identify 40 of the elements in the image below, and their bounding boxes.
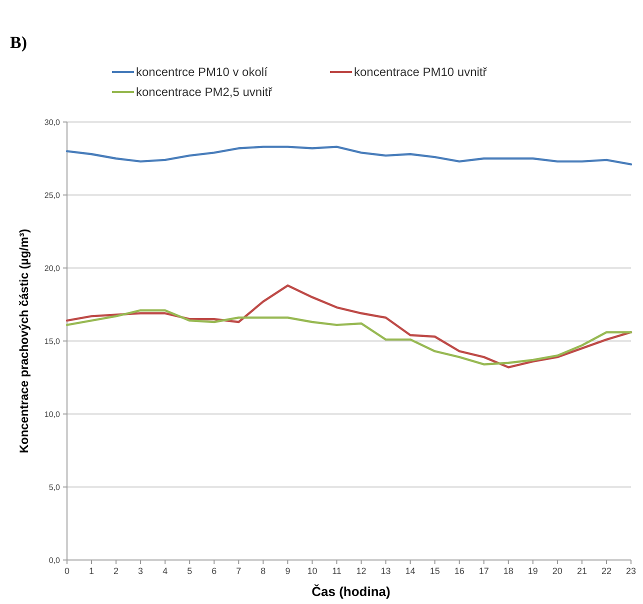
y-tick-label: 15,0 (44, 337, 61, 346)
x-tick-label: 4 (162, 566, 168, 576)
x-tick-label: 15 (430, 566, 440, 576)
y-tick-label: 5,0 (48, 483, 61, 492)
x-tick-label: 17 (478, 566, 489, 576)
x-tick-label: 22 (601, 566, 612, 576)
x-tick-label: 5 (187, 566, 192, 576)
x-tick-label: 3 (138, 566, 144, 576)
x-tick-label: 7 (236, 566, 242, 576)
x-tick-label: 11 (332, 566, 342, 576)
x-axis-title: Čas (hodina) (312, 584, 390, 599)
x-tick-label: 8 (260, 566, 266, 576)
x-tick-label: 13 (380, 566, 391, 576)
x-tick-label: 10 (307, 566, 318, 576)
y-tick-label: 25,0 (44, 191, 61, 200)
x-tick-label: 20 (552, 566, 562, 576)
y-tick-label: 10,0 (44, 410, 61, 419)
y-axis-title: Koncentrace prachových částic (µg/m³) (17, 228, 31, 454)
x-tick-label: 12 (356, 566, 366, 576)
line-series (66, 146, 632, 166)
x-tick-label: 0 (64, 566, 70, 576)
y-tick-label: 30,0 (44, 118, 61, 127)
x-tick-label: 9 (285, 566, 290, 576)
x-tick-label: 23 (626, 566, 636, 576)
y-tick-label: 20,0 (44, 264, 61, 273)
text: B) (10, 33, 27, 52)
x-tick-label: 21 (576, 566, 587, 576)
line-series (66, 309, 632, 366)
y-tick-label: 0,0 (48, 556, 61, 565)
x-tick-label: 18 (503, 566, 514, 576)
x-tick-label: 16 (454, 566, 464, 576)
x-tick-label: 1 (89, 566, 94, 576)
line-series (66, 284, 632, 368)
x-tick-label: 19 (528, 566, 538, 576)
x-tick-label: 6 (212, 566, 217, 576)
legend-label: koncentrce PM10 v okolí (136, 65, 268, 79)
x-tick-label: 14 (405, 566, 416, 576)
legend-label: koncentrace PM2,5 uvnitř (136, 85, 274, 99)
legend-label: koncentrace PM10 uvnitř (354, 65, 488, 79)
x-tick-label: 2 (114, 566, 119, 576)
